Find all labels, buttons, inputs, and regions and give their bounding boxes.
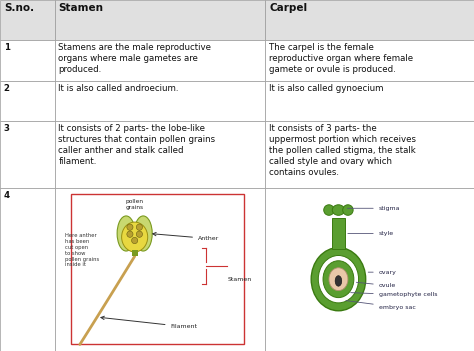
Bar: [332, 218, 345, 249]
Ellipse shape: [329, 268, 348, 291]
Ellipse shape: [137, 224, 143, 230]
Text: 3: 3: [4, 124, 10, 133]
Text: Stamens are the male reproductive
organs where male gametes are
produced.: Stamens are the male reproductive organs…: [58, 43, 211, 74]
Text: It is also called gynoecium: It is also called gynoecium: [269, 84, 384, 93]
Text: It consists of 2 parts- the lobe-like
structures that contain pollen grains
call: It consists of 2 parts- the lobe-like st…: [58, 124, 215, 166]
Text: S.no.: S.no.: [4, 3, 34, 13]
Ellipse shape: [332, 205, 345, 215]
Bar: [0, 0, 55, 40]
Text: 2: 2: [4, 84, 10, 93]
Ellipse shape: [343, 205, 353, 215]
Ellipse shape: [335, 276, 342, 286]
Bar: [55, 121, 265, 188]
Text: ovule: ovule: [356, 282, 396, 288]
Text: Filament: Filament: [101, 316, 198, 329]
Bar: [265, 81, 474, 121]
Text: It is also called androecium.: It is also called androecium.: [58, 84, 179, 93]
Ellipse shape: [122, 222, 148, 252]
Text: embryo sac: embryo sac: [346, 300, 416, 310]
Bar: [0, 188, 55, 351]
Bar: [132, 250, 137, 256]
Text: The carpel is the female
reproductive organ where female
gamete or ovule is prod: The carpel is the female reproductive or…: [269, 43, 413, 74]
Text: Here anther
has been
cut open
to show
pollen grains
inside it: Here anther has been cut open to show po…: [65, 233, 100, 267]
Text: Carpel: Carpel: [269, 3, 307, 13]
Text: gametophyte cells: gametophyte cells: [351, 292, 437, 298]
Ellipse shape: [132, 237, 138, 244]
Text: It consists of 3 parts- the
uppermost portion which receives
the pollen called s: It consists of 3 parts- the uppermost po…: [269, 124, 416, 177]
Bar: [0, 81, 55, 121]
Bar: [265, 40, 474, 81]
Ellipse shape: [134, 216, 152, 251]
Text: ovary: ovary: [368, 270, 397, 275]
Text: 4: 4: [4, 191, 10, 200]
Ellipse shape: [137, 231, 143, 237]
Bar: [0, 40, 55, 81]
Bar: [55, 40, 265, 81]
Ellipse shape: [323, 261, 354, 298]
Ellipse shape: [319, 256, 359, 303]
Bar: [0, 121, 55, 188]
Text: pollen
grains: pollen grains: [126, 199, 144, 210]
Bar: [265, 0, 474, 40]
Text: Stamen: Stamen: [228, 277, 252, 282]
Text: style: style: [348, 231, 394, 236]
Bar: [72, 194, 245, 344]
Ellipse shape: [117, 216, 135, 251]
Ellipse shape: [311, 247, 366, 311]
Text: Anther: Anther: [153, 232, 219, 241]
Bar: [265, 188, 474, 351]
Bar: [55, 81, 265, 121]
Ellipse shape: [127, 224, 133, 230]
Text: 1: 1: [4, 43, 10, 52]
Bar: [265, 121, 474, 188]
Ellipse shape: [324, 205, 334, 215]
Text: Stamen: Stamen: [58, 3, 103, 13]
Text: stigma: stigma: [347, 206, 400, 211]
Bar: [55, 188, 265, 351]
Ellipse shape: [127, 231, 133, 237]
Bar: [55, 0, 265, 40]
